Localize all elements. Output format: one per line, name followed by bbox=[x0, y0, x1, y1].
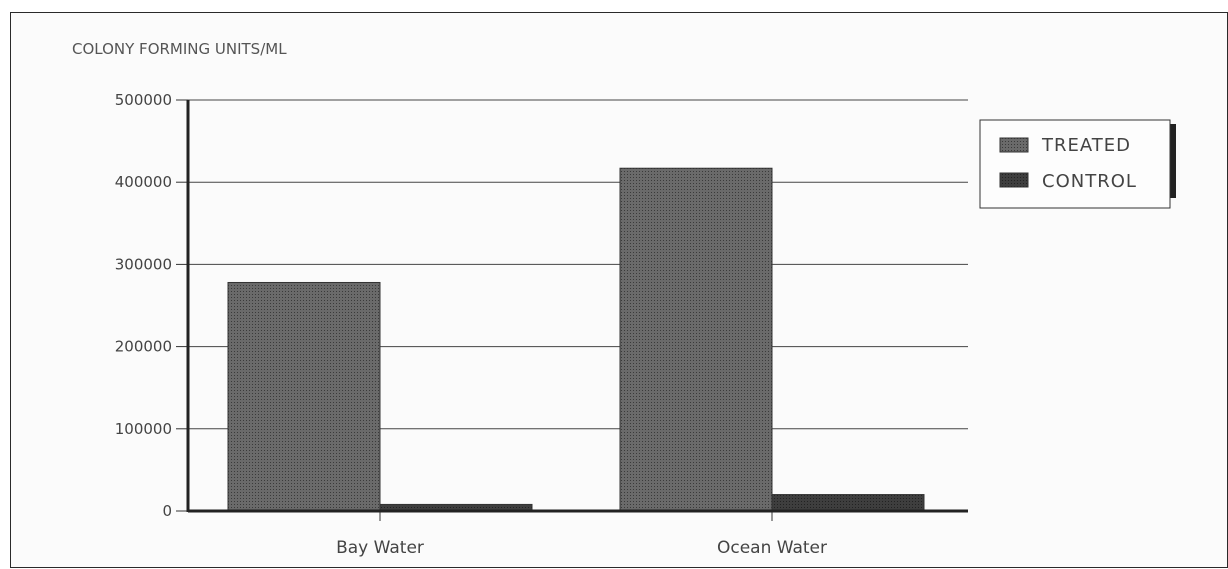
bar-treated bbox=[620, 168, 772, 511]
bars bbox=[228, 168, 924, 511]
x-tick-label: Ocean Water bbox=[717, 538, 827, 558]
x-tick-label: Bay Water bbox=[336, 538, 424, 558]
chart-title: COLONY FORMING UNITS/ML bbox=[72, 40, 287, 58]
legend-label-control: CONTROL bbox=[1042, 171, 1137, 192]
y-tick-label: 400000 bbox=[115, 173, 172, 191]
bar-treated bbox=[228, 282, 380, 511]
y-tick-label: 500000 bbox=[115, 91, 172, 109]
y-axis-ticks: 0 100000 200000 300000 400000 500000 bbox=[115, 91, 188, 520]
y-tick-label: 200000 bbox=[115, 338, 172, 356]
y-tick-label: 0 bbox=[162, 502, 172, 520]
bar-control bbox=[772, 495, 924, 511]
legend-swatch-control bbox=[1000, 173, 1028, 187]
y-tick-label: 300000 bbox=[115, 255, 172, 273]
y-tick-label: 100000 bbox=[115, 420, 172, 438]
x-axis-ticks: Bay Water Ocean Water bbox=[336, 511, 827, 558]
legend-label-treated: TREATED bbox=[1041, 135, 1131, 156]
legend-swatch-treated bbox=[1000, 138, 1028, 152]
legend-box bbox=[980, 120, 1170, 208]
legend: TREATED CONTROL bbox=[980, 120, 1176, 208]
